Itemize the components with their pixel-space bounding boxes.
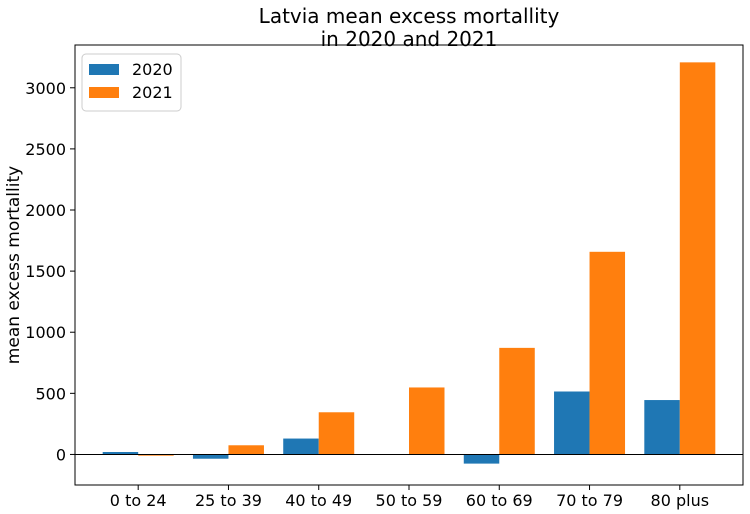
- y-tick-label: 3000: [25, 79, 66, 98]
- legend-label-2020: 2020: [132, 60, 173, 79]
- bars-group: [102, 62, 716, 464]
- x-tick-label: 25 to 39: [195, 491, 262, 510]
- bar-2021-70-to-79: [589, 251, 626, 455]
- y-tick-label: 2000: [25, 201, 66, 220]
- bar-2021-50-to-59: [409, 387, 445, 455]
- chart-title-line-1: Latvia mean excess mortallity: [259, 4, 560, 28]
- x-tick-label: 80 plus: [651, 491, 710, 510]
- bar-2020-70-to-79: [554, 391, 590, 455]
- bar-2020-0-to-24: [102, 452, 139, 455]
- x-tick-label: 0 to 24: [110, 491, 167, 510]
- bar-2020-60-to-69: [463, 454, 500, 464]
- bar-2021-0-to-24: [138, 454, 174, 456]
- bar-2021-40-to-49: [318, 412, 355, 455]
- y-axis-ticks: 0 500 1000 1500 2000 2500 3000: [25, 79, 75, 464]
- x-tick-label: 50 to 59: [376, 491, 443, 510]
- bar-2020-25-to-39: [192, 454, 229, 459]
- legend-swatch-2021: [89, 87, 119, 98]
- x-tick-label: 70 to 79: [556, 491, 623, 510]
- y-tick-label: 500: [35, 384, 66, 403]
- y-tick-label: 2500: [25, 140, 66, 159]
- x-tick-label: 40 to 49: [285, 491, 352, 510]
- y-axis-label: mean excess mortallity: [4, 166, 24, 364]
- bar-2020-40-to-49: [283, 438, 319, 455]
- chart-title-line-2: in 2020 and 2021: [321, 27, 498, 51]
- x-tick-label: 60 to 69: [466, 491, 533, 510]
- bar-2020-80-plus: [644, 400, 680, 455]
- y-tick-label: 1000: [25, 323, 66, 342]
- x-axis-ticks: 0 to 24 25 to 39 40 to 49 50 to 59 60 to 69 7…: [110, 485, 709, 510]
- bar-2021-80-plus: [679, 62, 716, 455]
- legend-swatch-2020: [89, 64, 119, 75]
- bar-2021-60-to-69: [499, 347, 535, 455]
- bar-2021-25-to-39: [228, 445, 264, 455]
- y-tick-label: 0: [56, 445, 66, 464]
- legend: 2020 2021: [81, 53, 182, 112]
- legend-label-2021: 2021: [132, 83, 173, 102]
- y-tick-label: 1500: [25, 262, 66, 281]
